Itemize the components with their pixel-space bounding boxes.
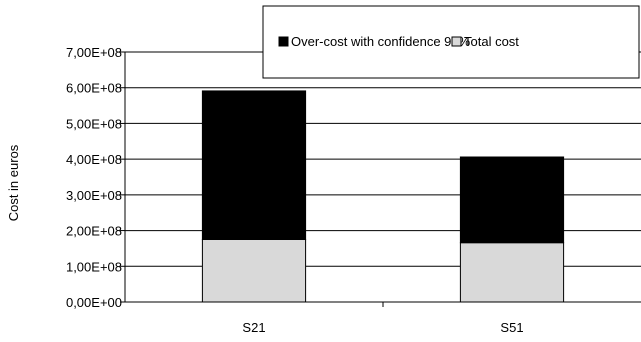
y-tick-label: 4,00E+08: [66, 152, 122, 167]
legend-swatch: [451, 36, 462, 47]
y-axis-label: Cost in euros: [6, 144, 21, 221]
y-tick-label: 6,00E+08: [66, 81, 122, 96]
legend-swatch: [278, 36, 289, 47]
x-tick-labels: S21 S51: [242, 320, 523, 335]
y-tick-label: 3,00E+08: [66, 188, 122, 203]
x-tick-label: S51: [500, 320, 523, 335]
y-tick-label: 2,00E+08: [66, 224, 122, 239]
legend: Over-cost with confidence 95%Total cost: [262, 5, 640, 79]
y-tick-label: 1,00E+08: [66, 259, 122, 274]
x-tick-label: S21: [242, 320, 265, 335]
legend-label: Over-cost with confidence 95%: [291, 34, 471, 49]
y-tick-label: 5,00E+08: [66, 116, 122, 131]
legend-label: Total cost: [464, 34, 519, 49]
legend-box: [262, 5, 640, 79]
y-tick-label: 0,00E+00: [66, 295, 122, 310]
axes: [120, 51, 641, 307]
bar-segment-s21: [201, 239, 307, 303]
bar-segment-s21: [201, 90, 307, 240]
bars: [201, 90, 565, 303]
bar-segment-s51: [459, 156, 565, 244]
y-tick-labels: 0,00E+00 1,00E+08 2,00E+08 3,00E+08 4,00E+08…: [66, 45, 122, 310]
y-tick-label: 7,00E+08: [66, 45, 122, 60]
bar-segment-s51: [459, 242, 565, 303]
